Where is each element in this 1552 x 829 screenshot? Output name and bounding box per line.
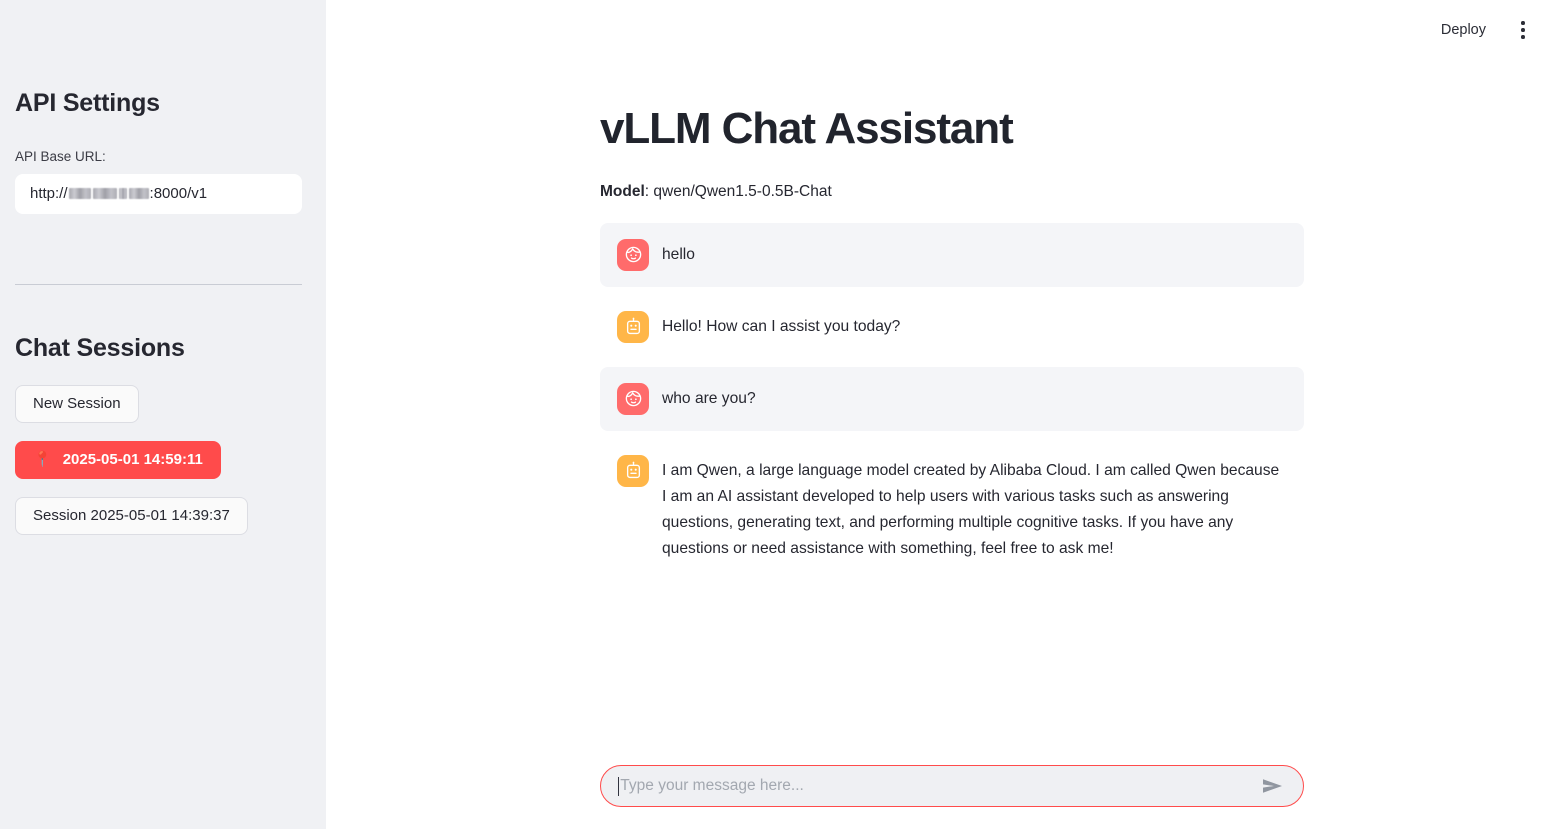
sidebar: API Settings API Base URL: http:// :8000/… xyxy=(0,0,326,829)
session-item-active[interactable]: 📍 2025-05-01 14:59:11 xyxy=(15,440,221,479)
robot-icon xyxy=(617,454,649,487)
robot-icon xyxy=(617,310,649,343)
send-arrow-icon[interactable] xyxy=(1261,776,1285,796)
redacted-ip-block xyxy=(68,188,91,200)
chat-message-text: Hello! How can I assist you today? xyxy=(662,317,901,335)
chat-message-text: I am Qwen, a large language model create… xyxy=(662,461,1280,558)
api-base-url-suffix: :8000/v1 xyxy=(149,185,208,203)
redacted-ip-block xyxy=(118,188,127,200)
kebab-menu-icon[interactable] xyxy=(1506,13,1540,47)
text-caret xyxy=(618,776,620,796)
redacted-ip-block xyxy=(128,188,149,200)
redacted-ip-block xyxy=(92,188,117,200)
main-content: Deploy vLLM Chat Assistant Model: qwen/Q… xyxy=(326,0,1552,829)
page-title: vLLM Chat Assistant xyxy=(600,104,1014,153)
chat-message-text: hello xyxy=(662,245,695,263)
pin-icon: 📍 xyxy=(33,451,52,469)
model-separator: : xyxy=(644,182,654,200)
chat-message-user: hello xyxy=(600,222,1304,287)
session-item[interactable]: Session 2025-05-01 14:39:37 xyxy=(15,496,248,535)
chat-sessions-heading: Chat Sessions xyxy=(15,333,185,362)
api-base-url-input[interactable]: http:// :8000/v1 xyxy=(15,173,302,214)
chat-message-assistant: Hello! How can I assist you today? xyxy=(600,295,1304,359)
message-list: hello Hello! How can I a xyxy=(600,222,1304,579)
api-settings-heading: API Settings xyxy=(15,89,160,117)
model-info: Model: qwen/Qwen1.5-0.5B-Chat xyxy=(600,180,1304,203)
new-session-button[interactable]: New Session xyxy=(15,384,139,423)
model-name: qwen/Qwen1.5-0.5B-Chat xyxy=(653,182,832,200)
model-label: Model xyxy=(600,182,645,200)
api-base-url-label: API Base URL: xyxy=(15,149,106,164)
api-base-url-prefix: http:// xyxy=(30,185,68,203)
user-face-icon xyxy=(617,238,649,271)
chat-message-text: who are you? xyxy=(662,389,756,407)
chat-message-assistant: I am Qwen, a large language model create… xyxy=(600,439,1304,579)
deploy-button[interactable]: Deploy xyxy=(1431,16,1496,44)
chat-input-placeholder[interactable]: Type your message here... xyxy=(620,777,804,795)
chat-input-container[interactable]: Type your message here... xyxy=(600,765,1304,807)
chat-message-user: who are you? xyxy=(600,366,1304,431)
session-item-label: 2025-05-01 14:59:11 xyxy=(62,451,203,469)
user-face-icon xyxy=(617,382,649,415)
sidebar-divider xyxy=(15,283,302,285)
chat-column: vLLM Chat Assistant Model: qwen/Qwen1.5-… xyxy=(600,0,1304,829)
session-item-label: Session 2025-05-01 14:39:37 xyxy=(33,507,230,525)
app-toolbar: Deploy xyxy=(1431,0,1552,60)
